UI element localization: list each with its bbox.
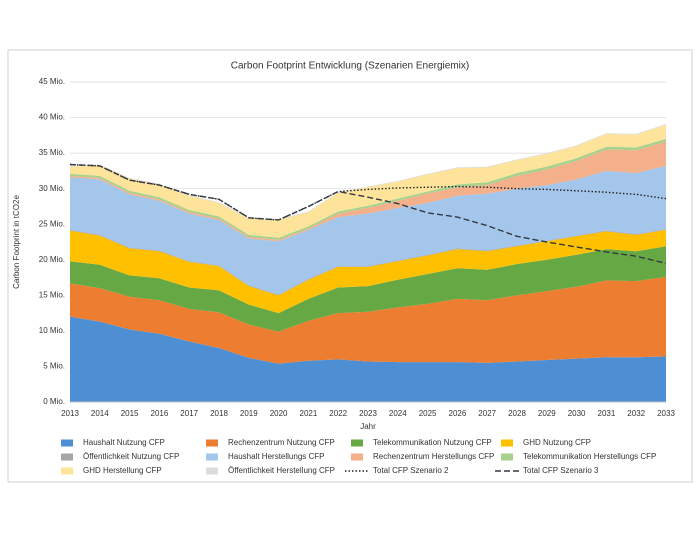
legend-label: Telekommunikation Herstellungs CFP: [523, 452, 656, 461]
line: [69, 163, 667, 265]
y-tick-label: 40 Mio.: [39, 113, 65, 122]
y-tick-label: 20 Mio.: [39, 255, 65, 264]
legend-label: Haushalt Nutzung CFP: [83, 438, 165, 447]
x-tick-label: 2027: [478, 409, 496, 418]
legend-swatch: [61, 453, 73, 461]
legend-label: Total CFP Szenario 3: [523, 466, 599, 475]
area: [70, 165, 666, 295]
x-tick-label: 2025: [419, 409, 437, 418]
x-tick-label: 2016: [151, 409, 169, 418]
y-tick-label: 35 Mio.: [39, 148, 65, 157]
x-tick-label: 2015: [121, 409, 139, 418]
y-tick-label: 45 Mio.: [39, 77, 65, 86]
x-tick-label: 2018: [210, 409, 228, 418]
y-axis-label: Carbon Footprint in tCO2e: [12, 195, 21, 289]
legend-swatch: [206, 439, 218, 447]
x-tick-label: 2024: [389, 409, 407, 418]
area: [70, 141, 666, 242]
legend-label: GHD Nutzung CFP: [523, 438, 591, 447]
x-tick-label: 2033: [657, 409, 675, 418]
x-tick-label: 2019: [240, 409, 258, 418]
legend-swatch: [501, 439, 513, 447]
legend-label: Telekommunikation Nutzung CFP: [373, 438, 492, 447]
x-tick-label: 2029: [538, 409, 556, 418]
x-tick-label: 2028: [508, 409, 526, 418]
x-tick-label: 2031: [598, 409, 616, 418]
y-tick-label: 25 Mio.: [39, 219, 65, 228]
line: [69, 163, 667, 221]
legend-swatch: [351, 439, 363, 447]
y-tick-label: 0 Mio.: [43, 397, 65, 406]
area: [70, 316, 666, 402]
x-tick-label: 2020: [270, 409, 288, 418]
area: [70, 138, 666, 240]
legend-swatch: [61, 439, 73, 447]
legend-swatch: [61, 467, 73, 475]
legend-label: Rechenzentrum Herstellungs CFP: [373, 452, 494, 461]
y-tick-label: 5 Mio.: [43, 362, 65, 371]
y-tick-label: 10 Mio.: [39, 326, 65, 335]
legend-swatch: [351, 453, 363, 461]
area: [70, 124, 666, 238]
legend-swatch: [206, 453, 218, 461]
x-tick-label: 2026: [449, 409, 467, 418]
area: [70, 229, 666, 296]
x-tick-label: 2013: [61, 409, 79, 418]
area: [70, 229, 666, 314]
legend-swatch: [501, 453, 513, 461]
x-tick-label: 2017: [180, 409, 198, 418]
area: [70, 123, 666, 220]
x-tick-label: 2030: [568, 409, 586, 418]
chart-title: Carbon Footprint Entwicklung (Szenarien …: [231, 61, 469, 72]
x-tick-label: 2021: [300, 409, 318, 418]
x-tick-label: 2022: [329, 409, 347, 418]
x-tick-label: 2032: [627, 409, 645, 418]
legend-label: Öffentlichkeit Nutzung CFP: [83, 452, 179, 461]
x-axis-label: Jahr: [360, 422, 376, 431]
x-tick-label: 2023: [359, 409, 377, 418]
legend-label: Total CFP Szenario 2: [373, 466, 449, 475]
legend-label: Öffentlichkeit Herstellung CFP: [228, 466, 335, 475]
area: [70, 276, 666, 364]
y-tick-label: 15 Mio.: [39, 290, 65, 299]
y-tick-label: 30 Mio.: [39, 184, 65, 193]
legend-label: GHD Herstellung CFP: [83, 466, 162, 475]
legend-label: Haushalt Herstellungs CFP: [228, 452, 324, 461]
legend-swatch: [206, 467, 218, 475]
x-tick-label: 2014: [91, 409, 109, 418]
legend-label: Rechenzentrum Nutzung CFP: [228, 438, 335, 447]
area: [70, 246, 666, 332]
